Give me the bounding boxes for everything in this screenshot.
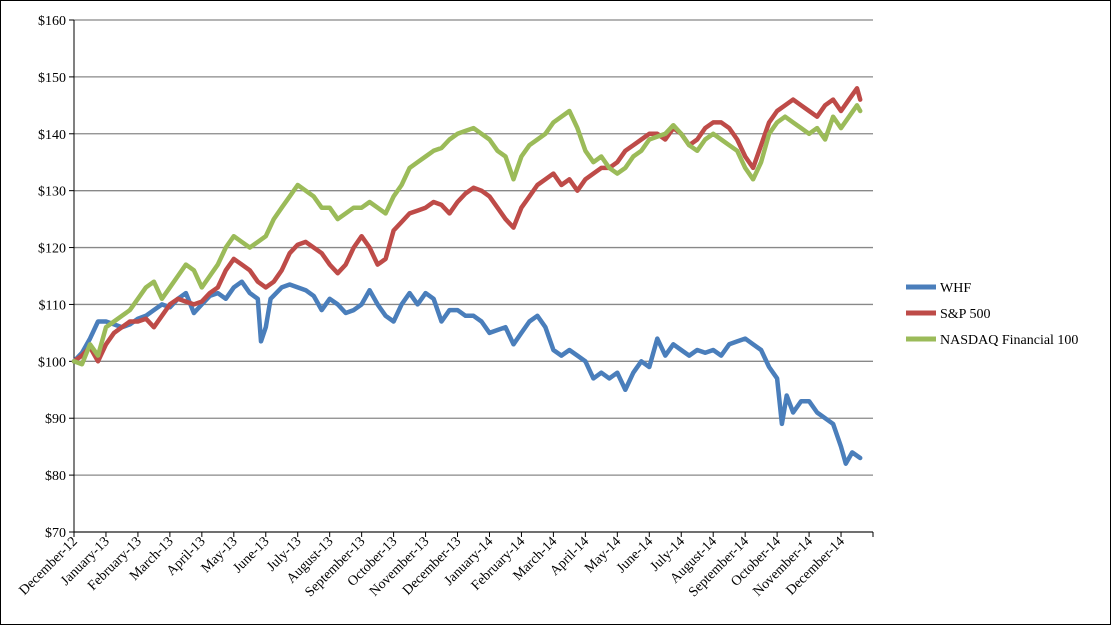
- legend-label: WHF: [940, 281, 971, 296]
- x-tick-label: June-13: [231, 534, 273, 576]
- y-tick-label: $120: [38, 242, 66, 257]
- y-tick-label: $70: [45, 526, 66, 541]
- y-tick-label: $100: [38, 355, 66, 370]
- y-tick-label: $110: [39, 298, 66, 313]
- legend-label: S&P 500: [940, 307, 990, 322]
- series-line: [71, 279, 863, 466]
- x-axis-ticks: December-12January-13February-13March-13…: [17, 532, 874, 600]
- grid-lines: [74, 19, 873, 533]
- y-tick-label: $150: [38, 71, 66, 86]
- series-line: [71, 103, 863, 367]
- legend-label: NASDAQ Financial 100: [940, 333, 1078, 348]
- y-tick-label: $130: [38, 185, 66, 200]
- x-axis: [73, 20, 873, 533]
- x-tick-label: June-14: [614, 534, 656, 576]
- plot-area: [71, 86, 863, 466]
- y-tick-label: $90: [45, 412, 66, 427]
- y-tick-label: $80: [45, 469, 66, 484]
- y-tick-label: $160: [38, 14, 66, 29]
- legend: WHF S&P 500 NASDAQ Financial 100: [906, 281, 1078, 348]
- y-tick-label: $140: [38, 128, 66, 143]
- series-line: [71, 86, 863, 364]
- y-axis-ticks: $70 $80 $90 $100 $110 $120 $130 $140 $150 $160: [38, 14, 74, 541]
